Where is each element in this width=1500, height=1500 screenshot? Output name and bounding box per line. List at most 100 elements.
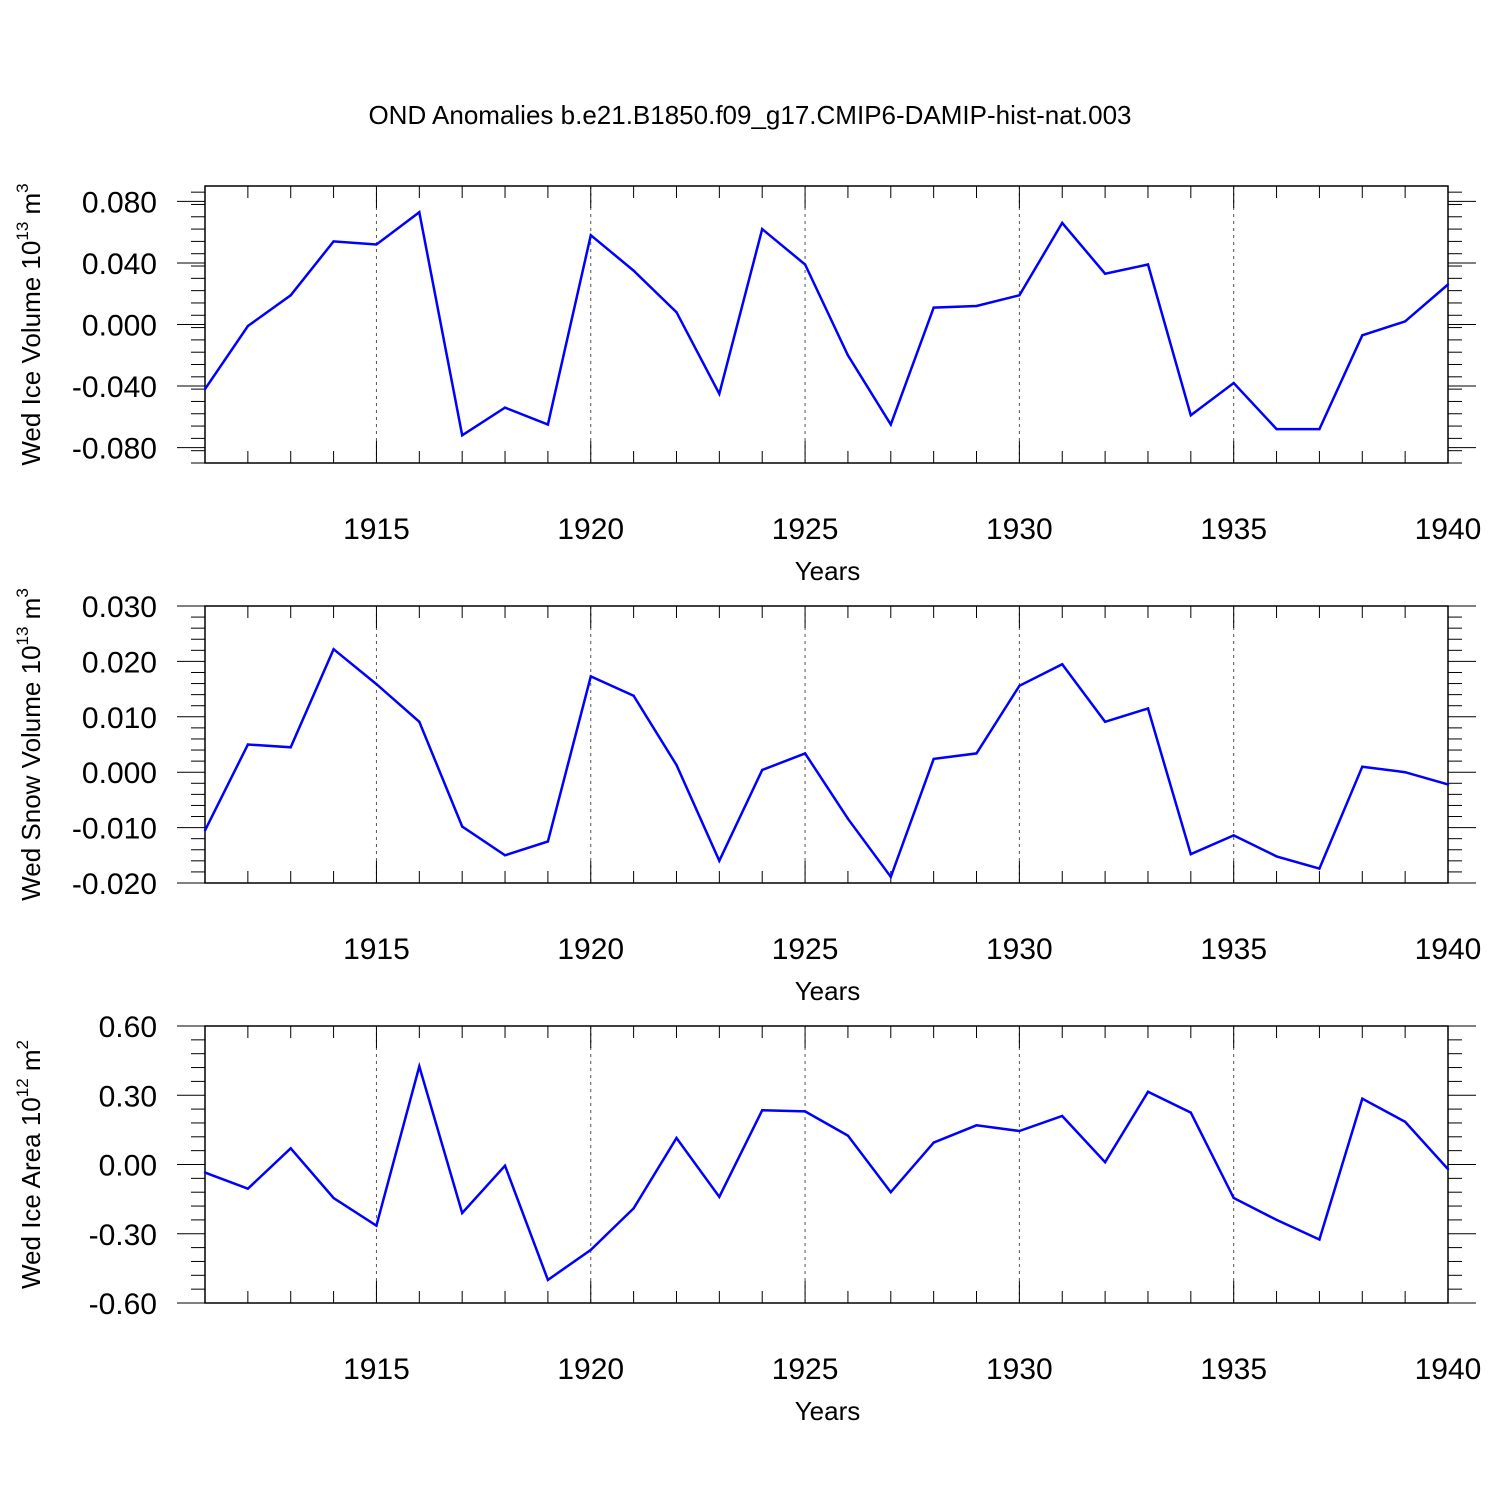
data-point [803, 1110, 807, 1113]
data-point [718, 859, 721, 863]
data-point [289, 294, 292, 297]
data-point [1446, 1167, 1450, 1171]
x-tick-label: 1940 [1415, 513, 1482, 546]
data-point [1318, 427, 1321, 431]
data-point [932, 757, 935, 761]
data-point [1446, 283, 1450, 286]
data-point [1232, 381, 1235, 385]
y-tick-label: 0.020 [82, 646, 157, 679]
y-tick-label: -0.60 [89, 1288, 157, 1321]
data-point [460, 1211, 464, 1215]
y-tick-label: -0.010 [72, 813, 157, 846]
data-point [203, 387, 207, 391]
data-point [1232, 834, 1235, 837]
data-point [332, 648, 335, 651]
data-point [1275, 855, 1278, 858]
data-point [203, 1171, 207, 1174]
data-point [246, 1187, 250, 1190]
data-point [675, 310, 678, 314]
data-point [589, 234, 592, 237]
data-point [932, 306, 935, 309]
data-point [803, 263, 807, 266]
data-point [1061, 221, 1064, 225]
data-point [375, 682, 378, 686]
y-axis-label: Wed Ice Volume 1013 m3 [13, 183, 46, 465]
data-point [889, 875, 892, 879]
data-point [1061, 662, 1064, 666]
data-point [1018, 684, 1021, 687]
data-point [1318, 1238, 1321, 1241]
data-point [1446, 783, 1450, 786]
y-axis-label: Wed Snow Volume 1013 m3 [13, 588, 46, 901]
data-point [675, 1136, 678, 1140]
data-point [889, 1191, 892, 1194]
x-tick-label: 1920 [557, 933, 624, 966]
plot-frame [204, 1025, 1449, 1304]
y-tick-label: 0.000 [82, 757, 157, 790]
x-axis-label: Years [795, 1396, 861, 1426]
data-point [203, 829, 207, 832]
data-point [375, 243, 378, 246]
data-point [1318, 867, 1321, 870]
data-point [1146, 1090, 1150, 1093]
data-point [1146, 707, 1150, 710]
data-point [1103, 272, 1107, 275]
data-point [332, 240, 335, 243]
data-point [1061, 1114, 1064, 1118]
data-point [1189, 1111, 1193, 1114]
data-point [1403, 1120, 1407, 1123]
data-point [932, 1141, 935, 1144]
x-tick-label: 1935 [1200, 1353, 1267, 1386]
x-tick-label: 1925 [772, 933, 839, 966]
data-point [632, 694, 635, 697]
data-point [375, 1224, 378, 1227]
x-tick-label: 1930 [986, 513, 1053, 546]
data-point [761, 768, 764, 772]
y-tick-label: -0.040 [72, 371, 157, 404]
data-point [460, 434, 464, 437]
x-tick-label: 1935 [1200, 933, 1267, 966]
data-point [246, 324, 250, 328]
x-tick-label: 1935 [1200, 513, 1267, 546]
data-point [503, 1164, 507, 1167]
x-tick-label: 1920 [557, 513, 624, 546]
data-point [975, 752, 978, 755]
y-axis-label: Wed Ice Area 1012 m2 [13, 1040, 46, 1289]
y-tick-label: 0.00 [99, 1150, 157, 1183]
data-point [1361, 1097, 1364, 1100]
data-point [1189, 852, 1193, 856]
x-tick-label: 1920 [557, 1353, 624, 1386]
data-point [546, 840, 550, 843]
plot-frame [204, 185, 1449, 464]
x-tick-label: 1915 [343, 1353, 410, 1386]
data-point [1018, 1129, 1021, 1133]
x-tick-label: 1925 [772, 1353, 839, 1386]
data-point [761, 227, 764, 231]
y-tick-label: 0.60 [99, 1011, 157, 1044]
data-point [632, 1207, 635, 1210]
data-point [975, 1124, 978, 1127]
series-line [203, 647, 1449, 880]
data-point [546, 1278, 550, 1282]
y-tick-label: -0.080 [72, 433, 157, 466]
data-point [632, 269, 635, 272]
data-point [589, 1248, 592, 1252]
y-tick-label: 0.080 [82, 186, 157, 219]
y-tick-label: -0.020 [72, 868, 157, 901]
data-point [1361, 765, 1364, 768]
data-point [718, 392, 721, 395]
x-axis-label: Years [795, 556, 861, 586]
data-point [761, 1109, 764, 1112]
data-point [1146, 263, 1150, 266]
x-tick-label: 1940 [1415, 1353, 1482, 1386]
x-tick-label: 1930 [986, 1353, 1053, 1386]
data-point [1232, 1196, 1235, 1200]
chart-panel-1: 1915 1920 1925 1930 1935 1940 -0.080 -0.040 0.00… [13, 183, 1481, 586]
y-tick-label: 0.30 [99, 1080, 157, 1113]
data-point [503, 854, 507, 857]
data-point [1189, 414, 1193, 417]
series-line [204, 1061, 1449, 1282]
y-tick-label: 0.000 [82, 310, 157, 343]
data-point [1018, 294, 1021, 297]
